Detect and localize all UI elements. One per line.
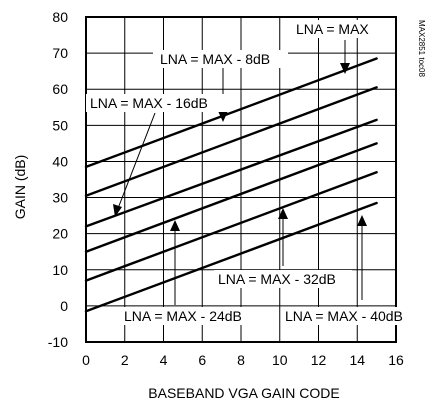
plot-frame xyxy=(85,16,397,343)
x-tick-label-8: 16 xyxy=(388,352,404,368)
arrow-1-head xyxy=(218,111,228,122)
x-tick-label-4: 8 xyxy=(237,352,245,368)
x-tick-label-7: 14 xyxy=(349,352,365,368)
annotation-lna-max-16db: LNA = MAX - 16dB xyxy=(90,95,208,111)
annotation-lna-max-8db: LNA = MAX - 8dB xyxy=(160,51,270,67)
y-tick-label-1: 0 xyxy=(60,298,68,314)
x-tick-labels: 0 2 4 6 8 10 12 14 16 xyxy=(82,352,404,368)
annotation-1-bg xyxy=(153,50,288,68)
y-tick-label-3: 20 xyxy=(52,226,68,242)
annotation-lna-max: LNA = MAX xyxy=(296,21,369,37)
x-tick-label-0: 0 xyxy=(82,352,90,368)
series-line-1 xyxy=(84,86,378,197)
annotation-lna-max-24db: LNA = MAX - 24dB xyxy=(124,308,242,324)
series-line-3 xyxy=(84,142,378,253)
arrow-2-head xyxy=(113,204,122,217)
x-tick-label-3: 6 xyxy=(198,352,206,368)
arrow-3-head xyxy=(170,220,180,231)
x-tick-label-6: 12 xyxy=(311,352,327,368)
y-tick-labels: -10 0 10 20 30 40 50 60 70 80 xyxy=(48,9,68,350)
y-tick-label-6: 50 xyxy=(52,117,68,133)
y-tick-label-0: -10 xyxy=(48,334,68,350)
series-line-5 xyxy=(84,201,378,313)
annotation-lna-max-40db: LNA = MAX - 40dB xyxy=(285,308,403,324)
y-tick-label-2: 10 xyxy=(52,262,68,278)
x-axis-label: BASEBAND VGA GAIN CODE xyxy=(148,385,339,401)
annotation-4-bg xyxy=(214,270,352,288)
annotation-5-bg xyxy=(281,307,413,325)
annotation-2-bg xyxy=(86,94,230,112)
arrow-0-head xyxy=(340,63,350,74)
y-tick-label-8: 70 xyxy=(52,45,68,61)
watermark: MAX2851 toc08 xyxy=(417,20,425,77)
arrow-2-shaft xyxy=(116,112,156,212)
y-tick-label-7: 60 xyxy=(52,81,68,97)
arrow-5-head xyxy=(357,215,367,226)
annotation-0-bg xyxy=(292,20,382,38)
series-line-0 xyxy=(84,57,378,169)
annotations: LNA = MAX LNA = MAX - 8dB LNA = MAX - 16… xyxy=(86,20,413,325)
x-tick-label-2: 4 xyxy=(160,352,168,368)
y-tick-label-4: 30 xyxy=(52,190,68,206)
y-tick-label-9: 80 xyxy=(52,9,68,25)
arrow-4-head xyxy=(278,208,288,219)
y-axis-label: GAIN (dB) xyxy=(12,155,28,220)
series-lines xyxy=(84,57,378,313)
x-tick-label-5: 10 xyxy=(272,352,288,368)
annotation-3-bg xyxy=(120,307,258,325)
x-tick-label-1: 2 xyxy=(121,352,129,368)
series-line-2 xyxy=(84,118,378,228)
y-tick-label-5: 40 xyxy=(52,153,68,169)
annotation-lna-max-32db: LNA = MAX - 32dB xyxy=(218,271,336,287)
series-line-4 xyxy=(84,171,378,282)
